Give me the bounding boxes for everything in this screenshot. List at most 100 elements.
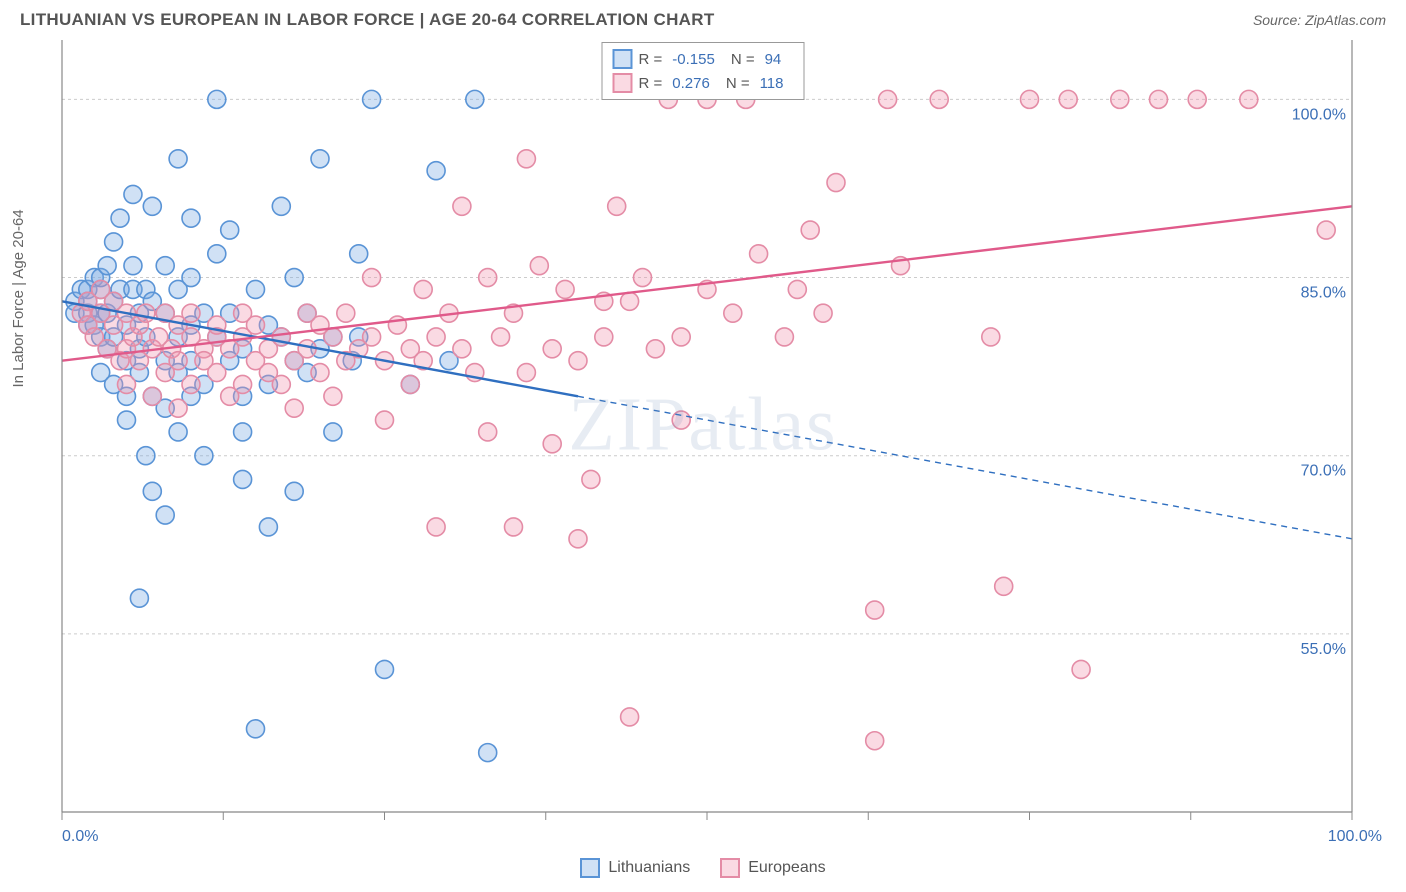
- data-point: [285, 482, 303, 500]
- data-point: [247, 280, 265, 298]
- data-point: [208, 245, 226, 263]
- data-point: [582, 470, 600, 488]
- data-point: [543, 435, 561, 453]
- n-label: N =: [726, 75, 750, 92]
- data-point: [337, 304, 355, 322]
- data-point: [724, 304, 742, 322]
- data-point: [376, 411, 394, 429]
- data-point: [1317, 221, 1335, 239]
- data-point: [608, 197, 626, 215]
- data-point: [137, 447, 155, 465]
- data-point: [595, 328, 613, 346]
- data-point: [1021, 90, 1039, 108]
- data-point: [492, 328, 510, 346]
- svg-text:100.0%: 100.0%: [1292, 106, 1346, 123]
- data-point: [866, 732, 884, 750]
- x-axis-max: 100.0%: [1328, 828, 1382, 846]
- data-point: [182, 304, 200, 322]
- data-point: [105, 233, 123, 251]
- data-point: [350, 245, 368, 263]
- data-point: [259, 518, 277, 536]
- data-point: [453, 197, 471, 215]
- data-point: [285, 269, 303, 287]
- data-point: [111, 209, 129, 227]
- y-axis-label: In Labor Force | Age 20-64: [10, 209, 27, 387]
- data-point: [376, 660, 394, 678]
- data-point: [118, 411, 136, 429]
- data-point: [208, 90, 226, 108]
- correlation-legend: R =-0.155N =94R =0.276N =118: [602, 42, 805, 100]
- data-point: [672, 411, 690, 429]
- legend-swatch: [580, 858, 600, 878]
- data-point: [621, 292, 639, 310]
- data-point: [285, 399, 303, 417]
- data-point: [879, 90, 897, 108]
- data-point: [124, 185, 142, 203]
- x-axis-labels: 0.0% 100.0%: [20, 828, 1386, 846]
- r-value: -0.155: [672, 51, 715, 68]
- legend-series-label: Europeans: [748, 859, 825, 877]
- data-point: [1111, 90, 1129, 108]
- data-point: [324, 387, 342, 405]
- data-point: [182, 269, 200, 287]
- data-point: [775, 328, 793, 346]
- data-point: [272, 375, 290, 393]
- legend-correlation-row: R =0.276N =118: [613, 71, 794, 95]
- data-point: [1240, 90, 1258, 108]
- data-point: [311, 364, 329, 382]
- data-point: [363, 269, 381, 287]
- data-point: [221, 221, 239, 239]
- data-point: [750, 245, 768, 263]
- data-point: [195, 447, 213, 465]
- data-point: [363, 328, 381, 346]
- data-point: [234, 470, 252, 488]
- data-point: [621, 708, 639, 726]
- svg-text:55.0%: 55.0%: [1301, 641, 1346, 658]
- legend-swatch: [613, 49, 633, 69]
- data-point: [1150, 90, 1168, 108]
- data-point: [1059, 90, 1077, 108]
- series-legend: Lithuanians Europeans: [0, 846, 1406, 882]
- scatter-plot: 55.0%70.0%85.0%100.0%: [20, 36, 1386, 828]
- source-label: Source: ZipAtlas.com: [1253, 12, 1386, 28]
- data-point: [247, 316, 265, 334]
- legend-series-item: Lithuanians: [580, 858, 690, 878]
- data-point: [324, 423, 342, 441]
- data-point: [414, 280, 432, 298]
- data-point: [646, 340, 664, 358]
- data-point: [118, 375, 136, 393]
- data-point: [311, 150, 329, 168]
- data-point: [427, 518, 445, 536]
- data-point: [363, 90, 381, 108]
- data-point: [788, 280, 806, 298]
- data-point: [98, 257, 116, 275]
- data-point: [530, 257, 548, 275]
- data-point: [272, 197, 290, 215]
- data-point: [182, 209, 200, 227]
- data-point: [156, 257, 174, 275]
- chart-header: LITHUANIAN VS EUROPEAN IN LABOR FORCE | …: [0, 0, 1406, 36]
- legend-series-label: Lithuanians: [608, 859, 690, 877]
- data-point: [814, 304, 832, 322]
- data-point: [1188, 90, 1206, 108]
- data-point: [427, 328, 445, 346]
- data-point: [137, 304, 155, 322]
- legend-series-item: Europeans: [720, 858, 825, 878]
- data-point: [169, 352, 187, 370]
- svg-text:85.0%: 85.0%: [1301, 285, 1346, 302]
- data-point: [453, 340, 471, 358]
- r-label: R =: [639, 75, 663, 92]
- data-point: [169, 423, 187, 441]
- data-point: [182, 375, 200, 393]
- n-value: 118: [760, 75, 784, 92]
- data-point: [143, 387, 161, 405]
- data-point: [479, 423, 497, 441]
- data-point: [827, 174, 845, 192]
- data-point: [1072, 660, 1090, 678]
- data-point: [672, 328, 690, 346]
- data-point: [505, 518, 523, 536]
- data-point: [169, 399, 187, 417]
- data-point: [234, 375, 252, 393]
- data-point: [801, 221, 819, 239]
- data-point: [234, 423, 252, 441]
